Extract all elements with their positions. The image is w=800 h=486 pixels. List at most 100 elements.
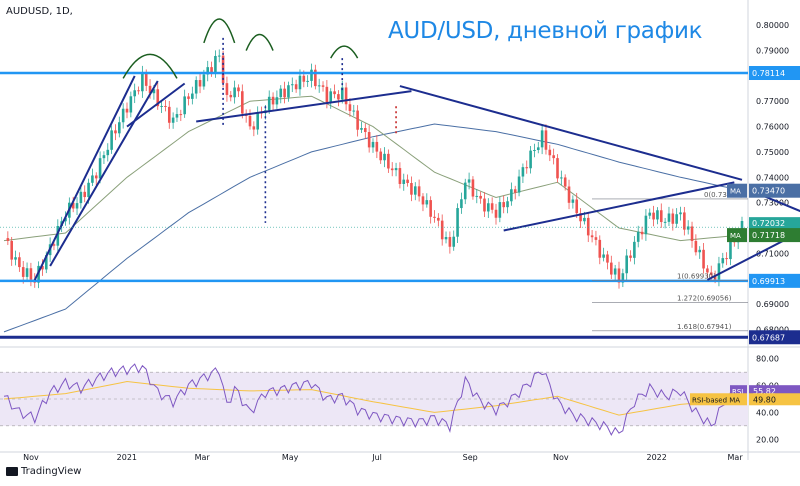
y-tick-label: 0.80000 bbox=[756, 21, 789, 30]
candle bbox=[248, 115, 252, 127]
candle bbox=[125, 108, 129, 113]
candle bbox=[283, 88, 286, 98]
candle bbox=[686, 226, 690, 230]
x-tick-label: Nov bbox=[553, 453, 569, 462]
candle bbox=[91, 175, 94, 183]
candle bbox=[702, 249, 705, 269]
tradingview-logo[interactable]: TradingView bbox=[6, 466, 81, 477]
candle bbox=[410, 183, 413, 195]
fib-label: 0(0.73143) bbox=[704, 191, 743, 199]
candle bbox=[6, 238, 10, 241]
candle bbox=[387, 153, 390, 169]
candle bbox=[379, 151, 382, 161]
candle bbox=[421, 196, 425, 205]
candle bbox=[517, 176, 521, 193]
candle bbox=[148, 85, 152, 94]
candle bbox=[271, 96, 275, 105]
candle bbox=[106, 149, 110, 156]
candle bbox=[413, 186, 417, 195]
candle bbox=[536, 147, 540, 151]
y-tick-label: 0.74000 bbox=[756, 173, 789, 182]
candle bbox=[306, 80, 309, 82]
candle bbox=[160, 105, 163, 107]
candle bbox=[52, 244, 56, 246]
candle bbox=[344, 87, 348, 105]
rsi-line bbox=[3, 363, 743, 436]
rsi-ma-value-tag bbox=[749, 393, 800, 406]
candle bbox=[460, 199, 463, 209]
candle bbox=[241, 91, 244, 114]
candle bbox=[337, 94, 340, 100]
fib-label: 1.272(0.69056) bbox=[677, 295, 732, 303]
candle bbox=[18, 257, 21, 268]
candle bbox=[56, 226, 60, 246]
pattern-line bbox=[196, 90, 412, 123]
pattern-line bbox=[126, 82, 186, 128]
price-tag-ma-fast-text: 0.71718 bbox=[752, 231, 785, 240]
candle bbox=[394, 168, 398, 171]
candle bbox=[144, 72, 148, 86]
ma-slow-badge-text: MA bbox=[730, 188, 741, 196]
candle bbox=[594, 237, 598, 240]
candle bbox=[475, 195, 479, 197]
fib-label: 1.618(0.67941) bbox=[677, 323, 732, 331]
candle bbox=[110, 130, 113, 150]
candle bbox=[644, 215, 648, 235]
candle bbox=[317, 85, 321, 87]
candle bbox=[440, 220, 444, 240]
price-tag-last-text: 0.72032 bbox=[752, 219, 785, 228]
candle bbox=[41, 265, 44, 270]
pattern-line bbox=[33, 75, 136, 281]
candle bbox=[648, 212, 652, 216]
y-tick-label: 0.73000 bbox=[756, 199, 789, 208]
candle bbox=[152, 89, 156, 94]
candle bbox=[463, 182, 467, 200]
candle bbox=[575, 199, 579, 214]
candle bbox=[502, 202, 505, 208]
price-tag-resistance-text: 0.78114 bbox=[752, 69, 785, 78]
head-shoulders-arc bbox=[122, 53, 178, 79]
candle bbox=[560, 177, 563, 179]
rsi-ma-badge-text: RSI-based MA bbox=[692, 396, 740, 404]
candle bbox=[675, 214, 678, 224]
candle bbox=[529, 150, 532, 169]
candle bbox=[725, 258, 728, 260]
pattern-line bbox=[706, 230, 800, 281]
candle bbox=[118, 122, 121, 134]
y-tick-label: 0.75000 bbox=[756, 148, 789, 157]
candle bbox=[452, 236, 456, 247]
pattern-line bbox=[760, 194, 800, 213]
candle bbox=[267, 96, 271, 111]
candle bbox=[390, 168, 394, 171]
symbol-label[interactable]: AUDUSD, 1D, bbox=[6, 6, 73, 17]
candle bbox=[229, 94, 233, 98]
candle bbox=[198, 80, 202, 87]
candle bbox=[256, 112, 259, 130]
candle bbox=[617, 268, 621, 283]
candle bbox=[690, 226, 694, 241]
y-tick-label: 0.68000 bbox=[756, 325, 789, 334]
candle bbox=[87, 182, 90, 198]
candle bbox=[210, 67, 213, 73]
candle bbox=[525, 167, 529, 169]
candle bbox=[314, 69, 317, 87]
candle bbox=[610, 262, 613, 275]
candle bbox=[679, 212, 682, 215]
ma-fast-badge-text: MA bbox=[730, 232, 741, 240]
candle bbox=[506, 201, 509, 208]
candle bbox=[364, 128, 367, 133]
ma-fast-line bbox=[3, 95, 743, 242]
candle bbox=[729, 240, 732, 260]
candle bbox=[79, 191, 83, 204]
candle bbox=[237, 87, 240, 92]
y-tick-label: 0.76000 bbox=[756, 123, 789, 132]
candle bbox=[383, 153, 386, 161]
candle bbox=[398, 168, 402, 184]
price-tag-support-text: 0.69913 bbox=[752, 277, 785, 286]
rsi-ma-line bbox=[3, 380, 743, 416]
pattern-line bbox=[399, 85, 743, 181]
candle bbox=[167, 106, 171, 123]
candle bbox=[667, 213, 671, 222]
y-tick-label: 0.71000 bbox=[756, 249, 789, 258]
